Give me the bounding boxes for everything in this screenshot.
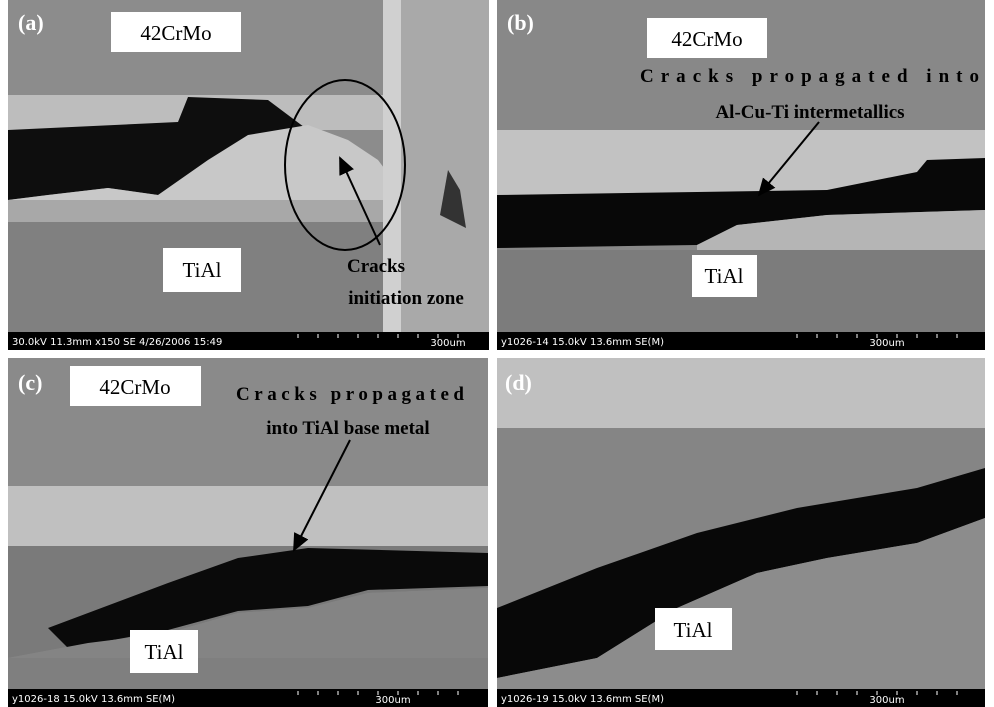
annotation: initiation zone	[348, 288, 464, 309]
footer-info: y1026-18 15.0kV 13.6mm SE(M)	[12, 694, 175, 705]
footer-info: 30.0kV 11.3mm x150 SE 4/26/2006 15:49	[12, 337, 222, 348]
annotation: into TiAl base metal	[266, 418, 429, 439]
panel-b: (b) 42CrMo Cracks propagated into Al-Cu-…	[497, 0, 985, 350]
material-label: 42CrMo	[99, 375, 170, 399]
panel-a: (a) 42CrMo TiAl Cracks initiation zone 3…	[8, 0, 489, 350]
annotation: Cracks	[347, 256, 405, 277]
material-label: 42CrMo	[671, 27, 742, 51]
panel-label: (a)	[18, 10, 44, 35]
material-label: TiAl	[183, 258, 222, 282]
footer-info: y1026-14 15.0kV 13.6mm SE(M)	[501, 337, 664, 348]
material-label: TiAl	[705, 264, 744, 288]
panel-label: (d)	[505, 370, 532, 395]
footer-info: y1026-19 15.0kV 13.6mm SE(M)	[501, 694, 664, 705]
annotation: Al-Cu-Ti intermetallics	[715, 102, 904, 123]
panel-label: (c)	[18, 370, 42, 395]
material-label: TiAl	[674, 618, 713, 642]
panel-label: (b)	[507, 10, 534, 35]
figure: (a) 42CrMo TiAl Cracks initiation zone 3…	[0, 0, 994, 707]
scale-label: 300um	[430, 338, 465, 349]
panel-d: (d) TiAl y1026-19 15.0kV 13.6mm SE(M) 30…	[497, 358, 985, 707]
annotation: Cracks propagated	[236, 384, 464, 405]
material-label: TiAl	[145, 640, 184, 664]
panel-c: (c) 42CrMo Cracks propagated into TiAl b…	[8, 358, 488, 707]
material-label: 42CrMo	[140, 21, 211, 45]
scale-label: 300um	[869, 338, 904, 349]
scale-label: 300um	[869, 695, 904, 706]
scale-label: 300um	[375, 695, 410, 706]
